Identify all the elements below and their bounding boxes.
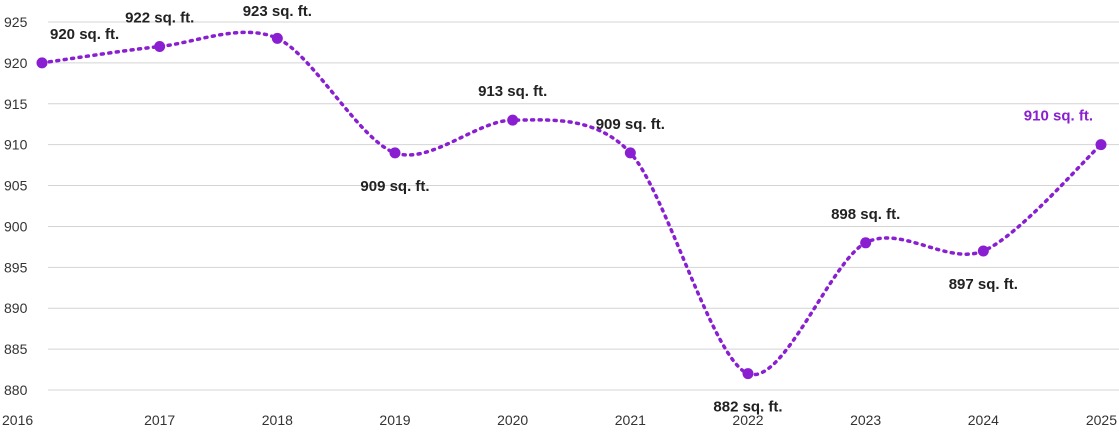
data-label-2018: 923 sq. ft. (243, 3, 312, 20)
x-tick-label: 2023 (850, 412, 881, 428)
data-label-2021: 909 sq. ft. (596, 116, 665, 133)
series-line-layer (40, 30, 1103, 377)
x-tick-label: 2017 (144, 412, 175, 428)
y-tick-label: 910 (4, 137, 28, 153)
x-axis-ticks: 2016 2017 2018 2019 2020 2021 2022 2023 2024 2025 (2, 412, 1117, 428)
y-tick-label: 885 (4, 341, 28, 357)
y-tick-label: 925 (4, 14, 28, 30)
x-tick-label: 2022 (732, 412, 763, 428)
data-point-2017 (154, 41, 166, 53)
data-labels: 920 sq. ft. 922 sq. ft. 923 sq. ft. 909 sq.… (50, 3, 1093, 416)
data-label-2022: 882 sq. ft. (713, 399, 782, 416)
y-tick-label: 900 (4, 218, 28, 234)
data-point-2023 (860, 237, 872, 249)
data-points (36, 32, 1107, 380)
data-point-2016 (36, 57, 48, 69)
data-point-2018 (271, 32, 283, 44)
data-label-2020: 913 sq. ft. (478, 83, 547, 100)
data-label-2016: 920 sq. ft. (50, 26, 119, 43)
y-tick-label: 905 (4, 178, 28, 194)
data-point-2022 (742, 368, 754, 380)
data-label-2019: 909 sq. ft. (360, 178, 429, 195)
data-point-2025 (1095, 139, 1107, 151)
data-point-2024 (977, 245, 989, 257)
data-point-2020 (507, 114, 519, 126)
y-tick-label: 880 (4, 382, 28, 398)
data-label-2024: 897 sq. ft. (949, 276, 1018, 293)
x-tick-label: 2018 (262, 412, 293, 428)
x-tick-label: 2016 (2, 412, 33, 428)
x-tick-label: 2024 (968, 412, 999, 428)
y-tick-label: 920 (4, 55, 28, 71)
y-tick-label: 890 (4, 300, 28, 316)
y-tick-label: 895 (4, 259, 28, 275)
series-line (40, 30, 1103, 377)
x-tick-label: 2020 (497, 412, 528, 428)
y-axis-ticks: 880 885 890 895 900 905 910 915 920 925 (4, 14, 28, 398)
x-tick-label: 2019 (379, 412, 410, 428)
y-tick-label: 915 (4, 96, 28, 112)
gridlines (48, 21, 1119, 391)
data-label-2023: 898 sq. ft. (831, 206, 900, 223)
x-tick-label: 2021 (615, 412, 646, 428)
data-label-2017: 922 sq. ft. (125, 10, 194, 27)
data-point-2021 (624, 147, 636, 159)
x-tick-label: 2025 (1086, 412, 1117, 428)
data-label-2025: 910 sq. ft. (1024, 108, 1093, 125)
data-point-2019 (389, 147, 401, 159)
